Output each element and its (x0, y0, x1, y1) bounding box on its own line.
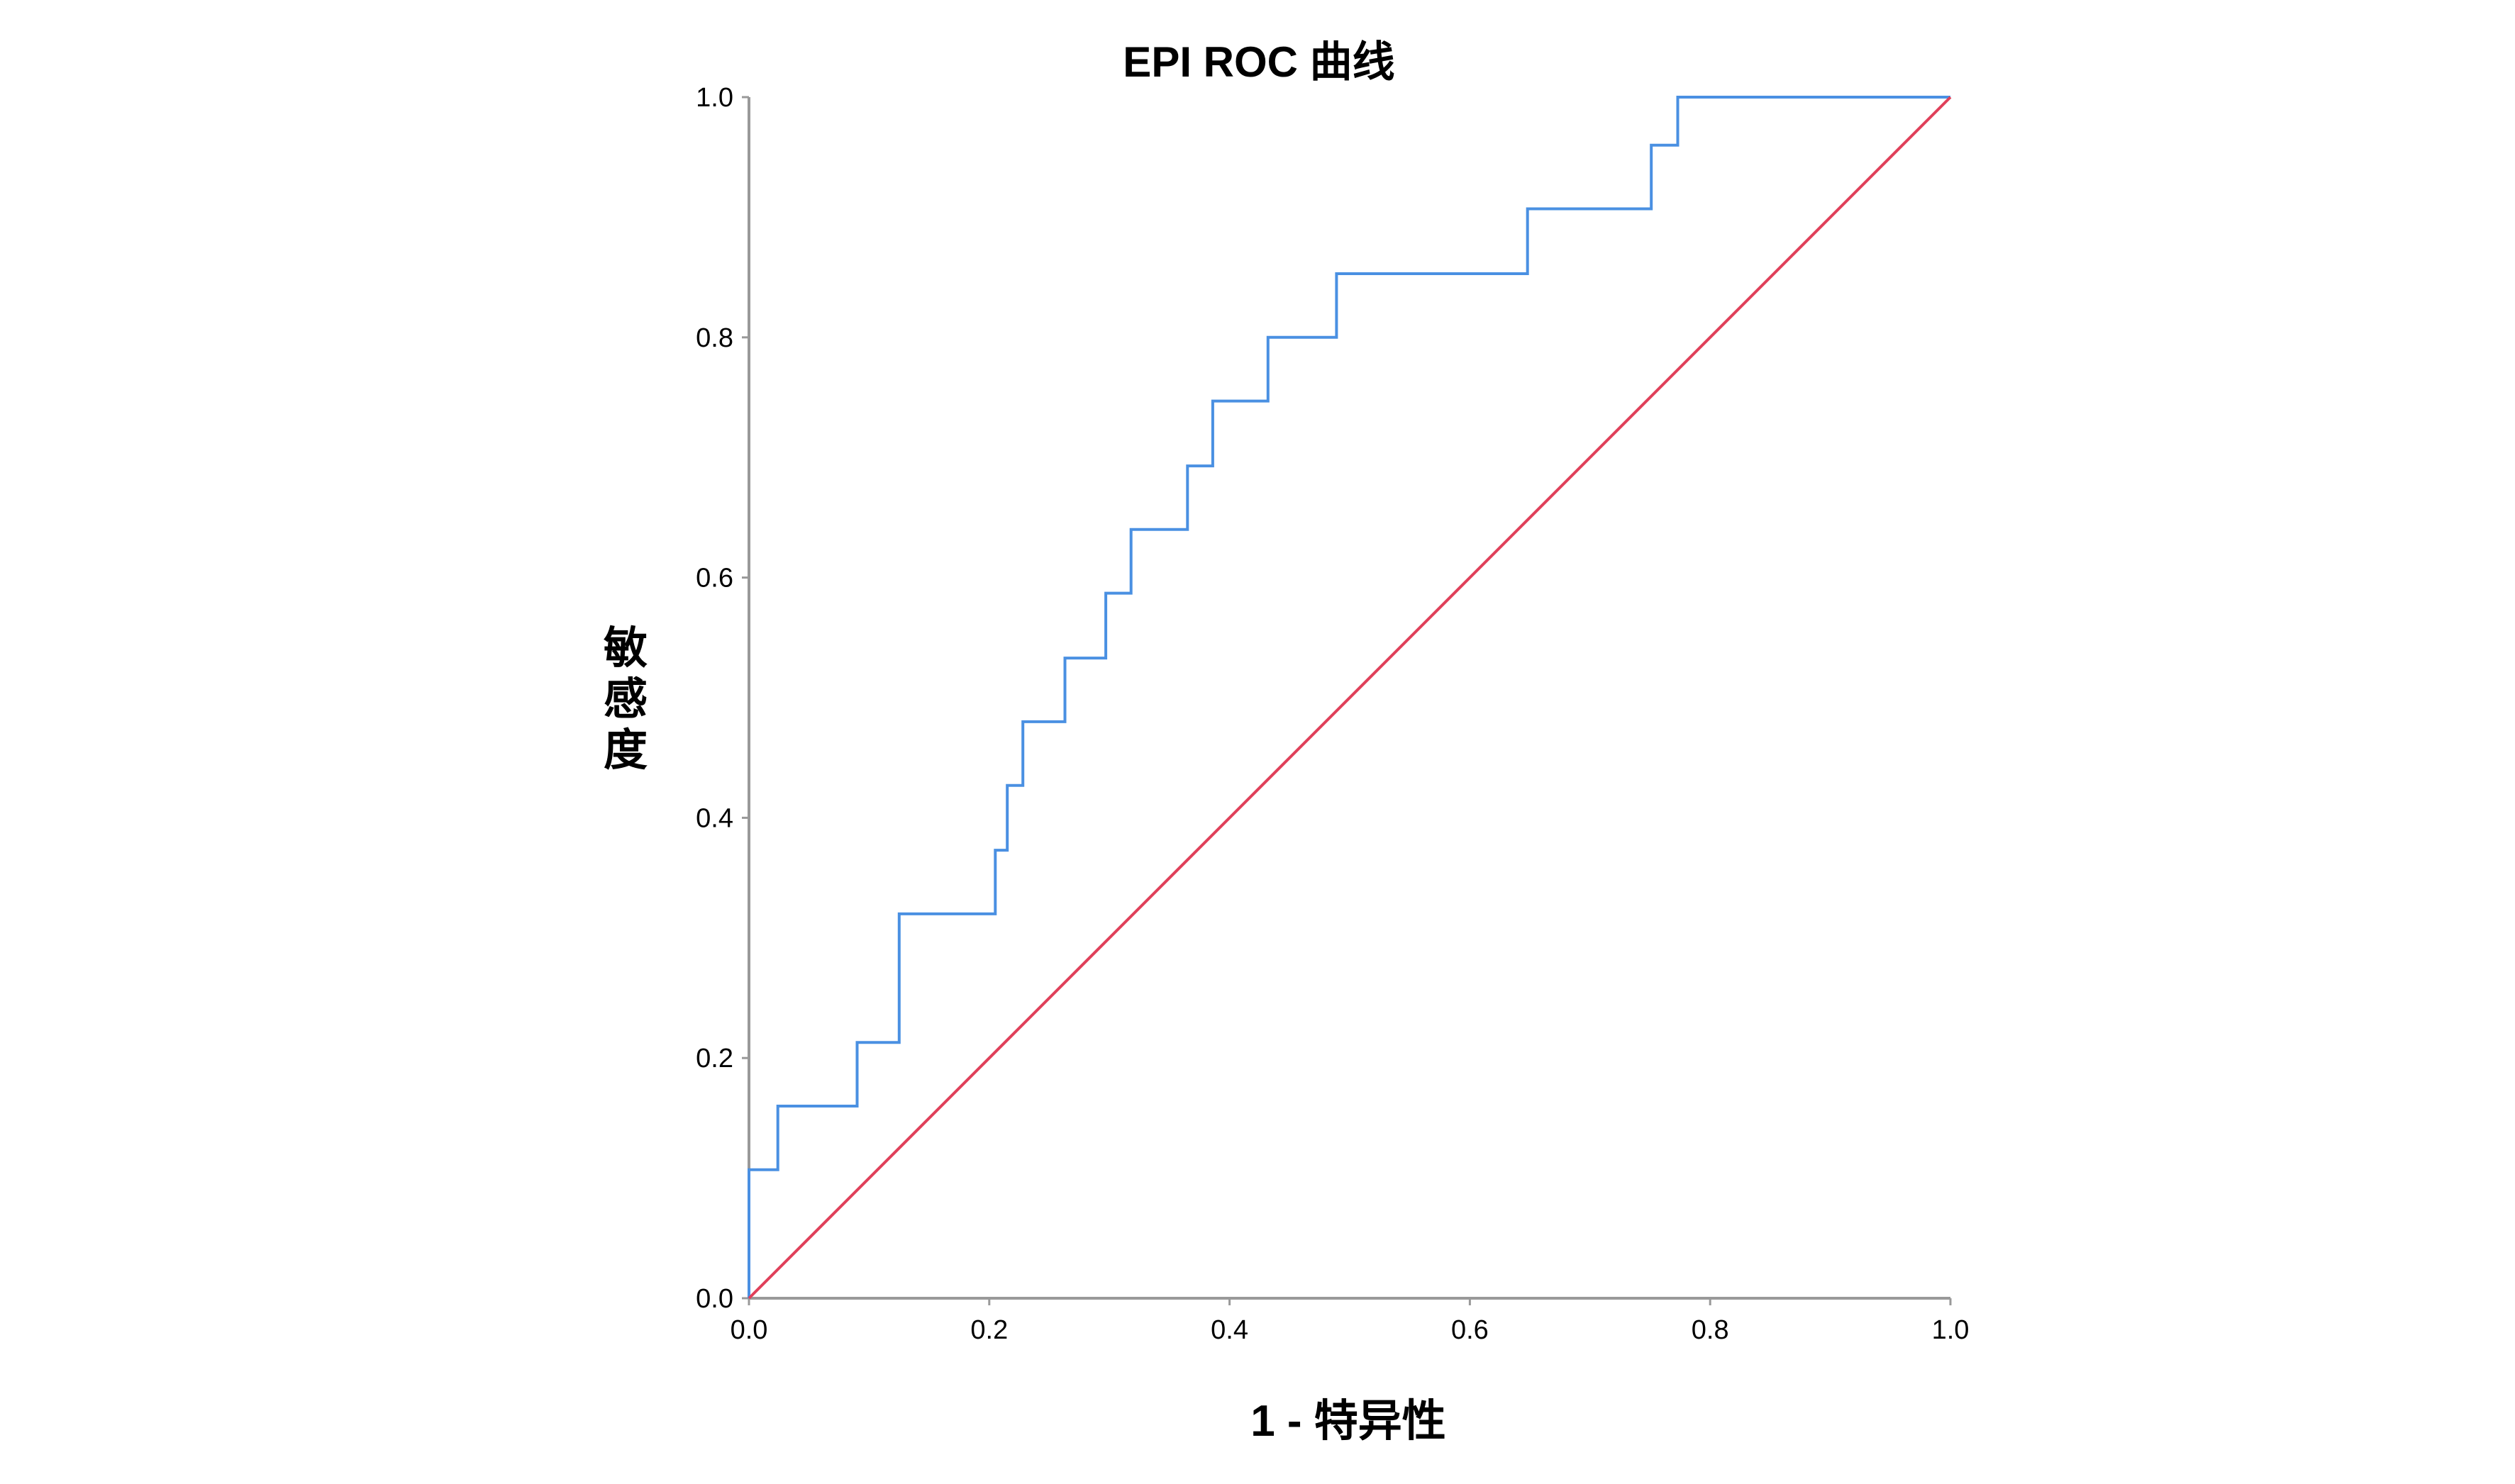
y-tick-label: 1.0 (696, 83, 733, 113)
x-tick-label: 0.8 (1692, 1315, 1729, 1345)
series-group (748, 96, 1952, 1300)
chart-title: EPI ROC 曲线 (1123, 38, 1394, 86)
y-axis-label-char: 感 (604, 675, 648, 724)
tick-labels: 0.0 0.2 0.4 0.6 0.8 1.0 0.0 0.2 0.4 0.6 0.8 1.0 (696, 83, 1969, 1345)
x-axis-label: 1 - 特异性 (1250, 1397, 1446, 1446)
y-tick-label: 0.6 (696, 564, 733, 593)
y-tick-label: 0.2 (696, 1044, 733, 1073)
y-tick-label: 0.0 (696, 1284, 733, 1314)
y-tick-label: 0.4 (696, 803, 733, 833)
y-tick-label: 0.8 (696, 323, 733, 353)
x-tick-label: 0.4 (1211, 1315, 1248, 1345)
x-tick-label: 1.0 (1932, 1315, 1970, 1345)
y-axis-label: 敏感度 (604, 624, 648, 775)
roc-curve-line (748, 96, 1950, 1298)
axes (748, 97, 1950, 1300)
x-tick-label: 0.2 (970, 1315, 1008, 1345)
y-axis-label-char: 敏 (604, 624, 648, 673)
reference-diagonal-line (748, 96, 1952, 1300)
y-axis-label-char: 度 (604, 726, 648, 775)
x-tick-label: 0.6 (1451, 1315, 1489, 1345)
x-tick-label: 0.0 (731, 1315, 768, 1345)
